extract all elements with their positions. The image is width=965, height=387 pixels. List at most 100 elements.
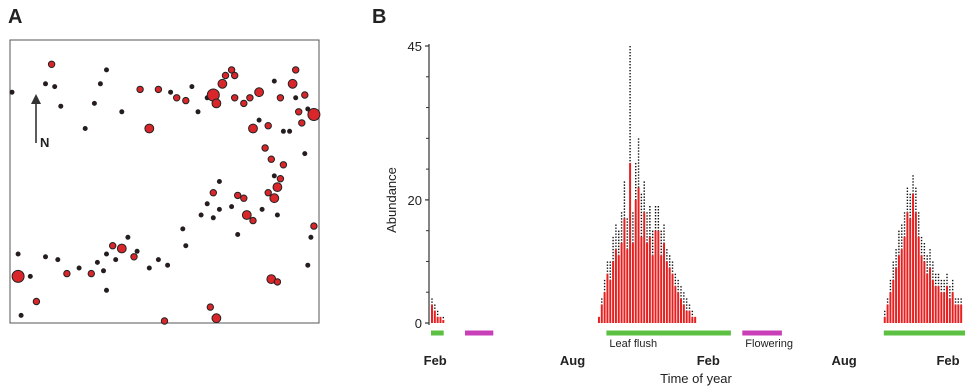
map-point <box>58 103 64 109</box>
y-axis-label: Abundance <box>384 167 399 233</box>
bar <box>929 267 932 323</box>
bar <box>620 242 623 323</box>
map-point <box>209 189 218 197</box>
map-point <box>293 95 299 101</box>
map-point <box>298 119 306 127</box>
map-point <box>18 312 24 318</box>
bar <box>906 212 909 323</box>
bar <box>883 316 886 323</box>
map-point <box>15 251 21 257</box>
panel-b-label: B <box>372 6 387 28</box>
x-tick-labels: Feb Aug Feb Aug Feb <box>424 353 960 368</box>
bar <box>951 292 954 323</box>
bar <box>614 249 617 323</box>
map-point <box>211 98 222 109</box>
map-point <box>305 106 311 112</box>
map-points <box>9 60 321 325</box>
map-point <box>272 182 283 193</box>
phenology-bar <box>742 330 782 336</box>
map-point <box>249 216 257 225</box>
map-point <box>165 262 171 268</box>
x-tick-label: Aug <box>831 353 856 368</box>
map-point <box>160 317 169 325</box>
bar <box>671 273 674 323</box>
map-point <box>146 265 152 271</box>
map-point <box>27 273 33 279</box>
map-point <box>155 257 161 263</box>
bar <box>665 261 668 323</box>
phenology-label: Leaf flush <box>609 338 657 350</box>
map-point <box>168 89 174 95</box>
bar <box>685 310 688 323</box>
map-point <box>97 81 103 87</box>
map-point <box>109 242 117 250</box>
map-point <box>216 206 222 212</box>
map-point <box>221 71 230 80</box>
map-point <box>240 194 248 202</box>
map-point <box>259 206 265 212</box>
bar <box>680 298 682 323</box>
map-point <box>287 128 293 134</box>
map-point <box>43 254 48 260</box>
map-point <box>11 269 25 283</box>
map-point <box>256 117 262 123</box>
bar <box>691 316 694 323</box>
map-point <box>271 173 277 179</box>
map-point <box>125 234 131 240</box>
bar <box>940 292 943 323</box>
map-point <box>130 253 138 261</box>
map-point <box>204 201 210 207</box>
bar <box>617 255 620 323</box>
map-point <box>310 222 318 230</box>
bar <box>926 273 929 323</box>
map-point <box>274 212 280 218</box>
map-panel: N <box>9 39 321 325</box>
phenology-bar <box>465 330 494 336</box>
map-point <box>295 108 303 116</box>
bar <box>895 267 898 323</box>
bar <box>609 279 612 323</box>
y-tick-label: 0 <box>415 316 422 331</box>
bar <box>674 286 677 323</box>
bar <box>603 292 606 323</box>
map-point <box>264 189 272 197</box>
map-point <box>280 128 286 134</box>
map-point <box>231 94 239 102</box>
x-tick-label: Feb <box>424 353 447 368</box>
bar <box>920 255 923 323</box>
phenology-bars: Leaf flush Flowering <box>431 330 965 350</box>
bar <box>960 304 963 323</box>
map-point <box>276 94 285 102</box>
map-point <box>287 78 298 89</box>
map-point <box>279 161 288 169</box>
map-point <box>182 96 190 105</box>
bar <box>886 304 889 323</box>
bar <box>431 304 433 323</box>
phenology-bar <box>883 330 965 336</box>
bar <box>436 316 439 323</box>
panel-a-label: A <box>8 6 23 28</box>
bar <box>600 304 603 323</box>
bar <box>900 249 903 323</box>
bar <box>654 230 657 323</box>
map-point <box>235 232 241 237</box>
bar <box>897 255 900 323</box>
y-tick-label: 20 <box>408 193 422 208</box>
bar <box>631 242 634 323</box>
bar <box>694 316 697 323</box>
bar <box>660 255 663 323</box>
bar <box>606 273 609 323</box>
map-point <box>231 71 239 80</box>
map-point <box>276 175 285 183</box>
map-point <box>113 257 119 263</box>
map-point <box>63 269 71 278</box>
bar <box>917 236 920 323</box>
map-point <box>32 297 41 306</box>
map-point <box>227 66 236 74</box>
y-ticks: 0 20 45 <box>408 39 429 331</box>
bar <box>682 304 685 323</box>
x-tick-label: Feb <box>936 353 959 368</box>
bar <box>677 292 680 323</box>
y-tick-label: 45 <box>408 39 422 54</box>
bar-series <box>431 162 963 323</box>
